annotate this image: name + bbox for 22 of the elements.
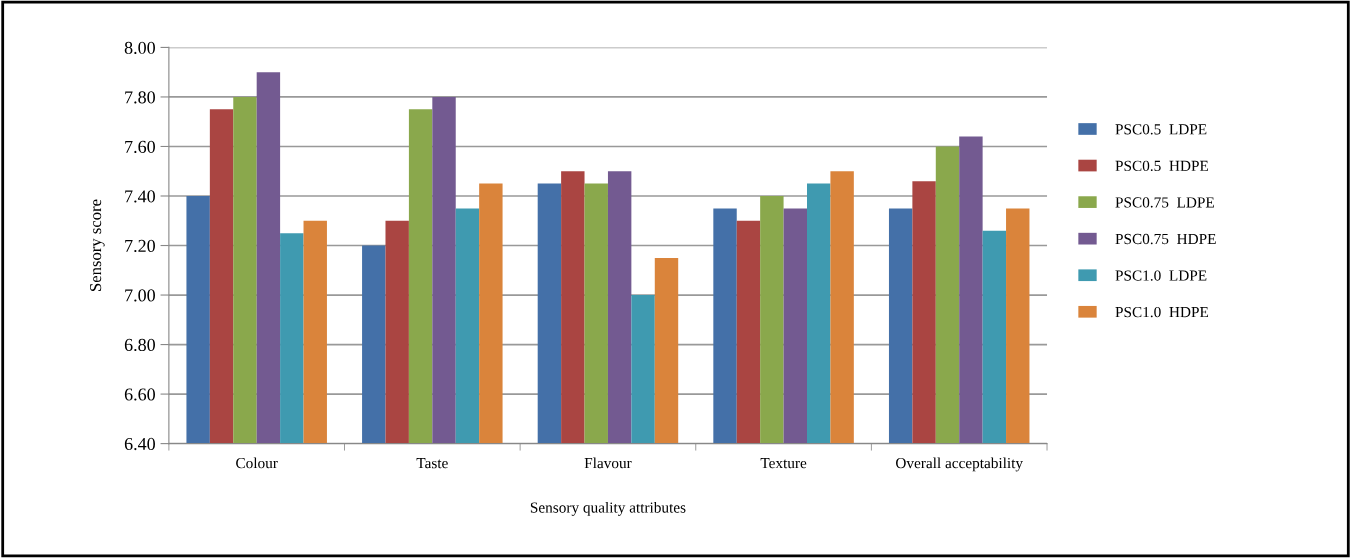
- x-tick-label: Flavour: [584, 457, 632, 469]
- legend-label: PSC0.5 HDPE: [1115, 160, 1209, 172]
- y-tick-label: 6.40: [124, 437, 155, 451]
- x-tick-label: Texture: [760, 458, 807, 469]
- x-tick-label: Taste: [416, 458, 448, 469]
- y-tick-label: 7.80: [125, 91, 155, 104]
- legend-label: PSC1.0 LDPE: [1115, 270, 1207, 281]
- y-tick-label: 8.00: [124, 41, 155, 54]
- legend-label: PSC0.5 LDPE: [1115, 124, 1207, 135]
- y-axis-title: Sensory score: [90, 199, 105, 291]
- legend-label: PSC1.0 HDPE: [1115, 306, 1209, 318]
- y-tick-label: 6.80: [124, 338, 155, 352]
- y-tick-label: 7.60: [125, 140, 155, 153]
- y-tick-label: 7.00: [125, 289, 155, 302]
- x-tick-label: Overall acceptability: [896, 457, 1023, 472]
- y-tick-label: 7.40: [125, 190, 155, 203]
- legend-label: PSC0.75 LDPE: [1115, 197, 1214, 208]
- y-tick-label: 6.60: [124, 388, 155, 401]
- x-tick-label: Colour: [236, 457, 278, 469]
- y-tick-label: 7.20: [125, 239, 155, 253]
- x-axis-title: Sensory quality attributes: [530, 501, 686, 516]
- legend-label: PSC0.75 HDPE: [1115, 233, 1216, 245]
